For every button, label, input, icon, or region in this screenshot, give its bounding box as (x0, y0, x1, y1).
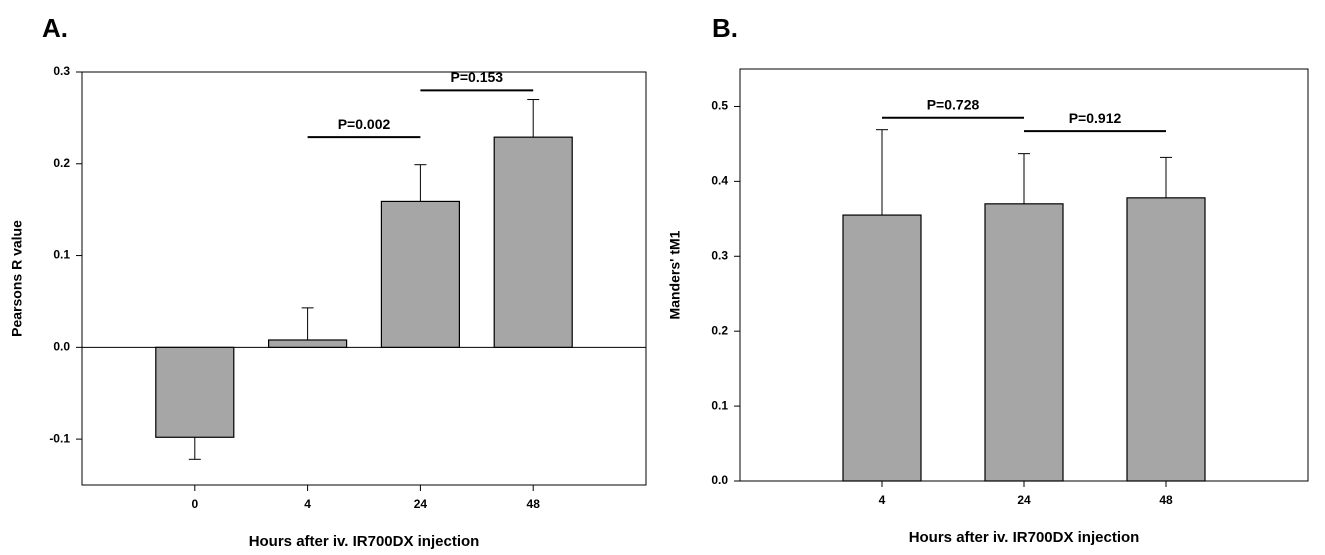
y-axis-label: Manders' tM1 (667, 230, 683, 319)
bar (268, 339, 348, 348)
x-tick-label: 24 (414, 497, 428, 511)
y-tick-label: 0.4 (711, 174, 728, 188)
x-tick-label: 48 (527, 497, 541, 511)
y-axis-label: Pearsons R value (9, 220, 25, 337)
bar (842, 214, 922, 482)
y-tick-label: 0.0 (711, 473, 728, 487)
significance-label: P=0.153 (451, 69, 504, 85)
y-tick-label: 0.1 (53, 248, 70, 262)
x-axis-label: Hours after iv. IR700DX injection (249, 533, 480, 550)
y-tick-label: 0.1 (711, 398, 728, 412)
y-tick-label: 0.0 (53, 340, 70, 354)
plot-frame (739, 68, 1309, 482)
x-tick-label: 24 (1017, 493, 1031, 507)
x-axis-label: Hours after iv. IR700DX injection (909, 529, 1140, 546)
x-tick-label: 48 (1159, 493, 1173, 507)
y-tick-label: 0.5 (711, 99, 728, 113)
significance-label: P=0.912 (1069, 110, 1122, 126)
significance-label: P=0.002 (338, 116, 391, 132)
panel-label: B. (712, 13, 738, 43)
bar (380, 200, 460, 348)
x-tick-label: 0 (191, 497, 198, 511)
significance-label: P=0.728 (927, 96, 980, 112)
bar (1126, 197, 1206, 482)
plot-frame (81, 71, 647, 486)
y-tick-label: 0.3 (711, 248, 728, 262)
x-tick-label: 4 (879, 493, 886, 507)
bar (155, 346, 235, 438)
y-tick-label: 0.2 (53, 156, 70, 170)
y-tick-label: 0.2 (711, 323, 728, 337)
y-tick-label: -0.1 (49, 431, 70, 445)
bar (984, 203, 1064, 482)
y-tick-label: 0.3 (53, 64, 70, 78)
panel-label: A. (42, 13, 68, 43)
bar (493, 136, 573, 348)
x-tick-label: 4 (304, 497, 311, 511)
